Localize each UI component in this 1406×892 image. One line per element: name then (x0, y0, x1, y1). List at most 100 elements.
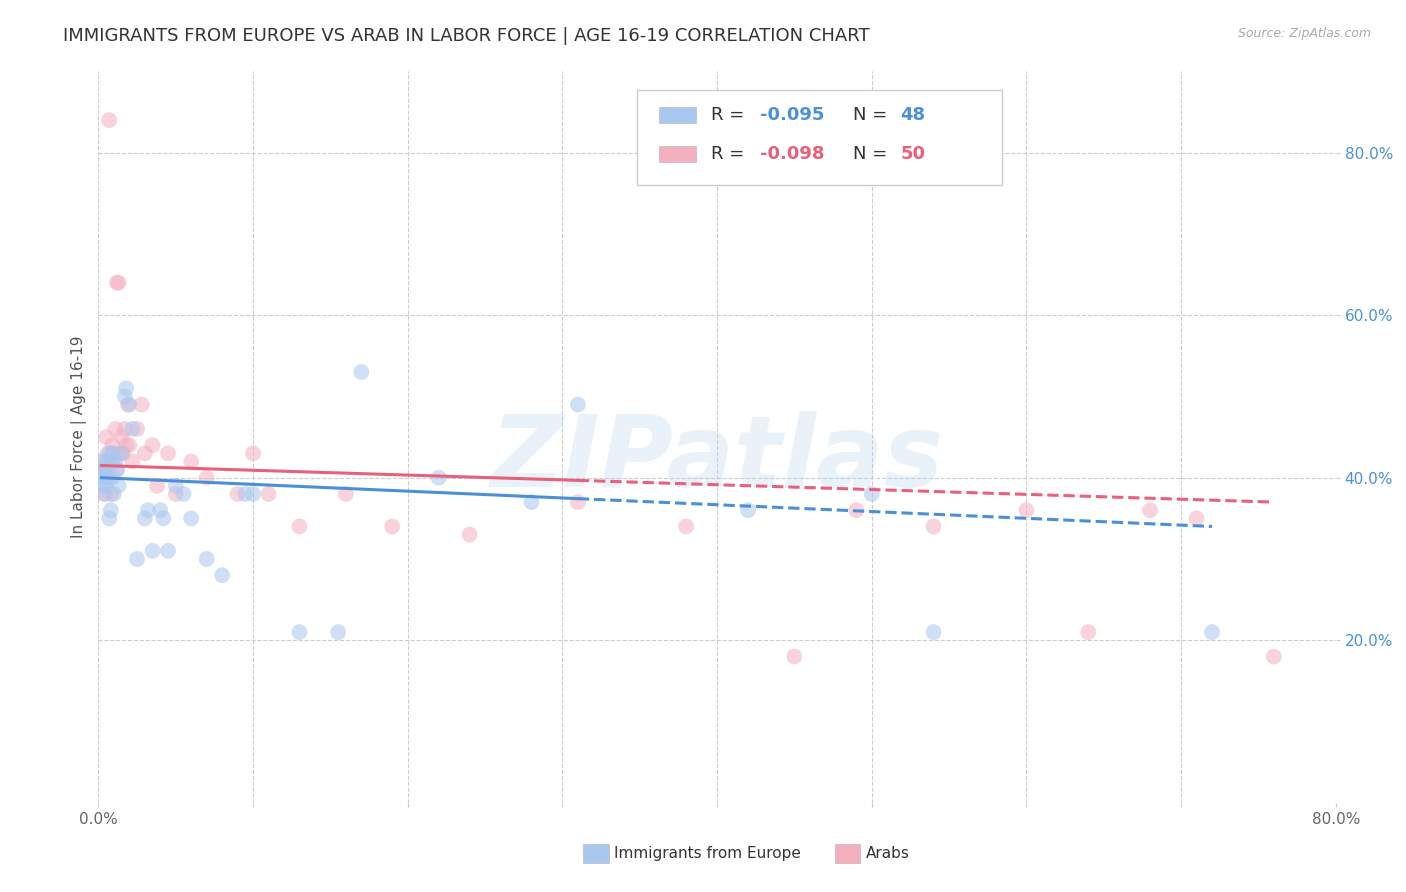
Point (288, 519, 311, 533)
Text: ZIPatlas: ZIPatlas (491, 410, 943, 508)
Text: Immigrants from Europe: Immigrants from Europe (614, 847, 801, 861)
Point (101, 454, 124, 468)
Point (226, 487, 249, 501)
Point (134, 511, 156, 525)
Point (103, 487, 125, 501)
Point (381, 519, 404, 533)
Point (922, 519, 945, 533)
Point (118, 398, 141, 412)
FancyBboxPatch shape (659, 107, 696, 123)
Point (922, 625, 945, 640)
Point (845, 503, 868, 517)
Point (96, 462, 118, 476)
Point (101, 471, 124, 485)
Point (114, 422, 136, 436)
Point (737, 503, 759, 517)
Point (180, 454, 202, 468)
Y-axis label: In Labor Force | Age 16-19: In Labor Force | Age 16-19 (72, 335, 87, 539)
Point (121, 422, 143, 436)
Point (127, 552, 149, 566)
Point (675, 519, 697, 533)
Point (149, 503, 172, 517)
Text: Arabs: Arabs (866, 847, 910, 861)
Point (98, 446, 121, 460)
Point (114, 389, 136, 403)
Point (567, 495, 589, 509)
Point (104, 422, 127, 436)
Point (107, 276, 129, 290)
Point (141, 544, 165, 558)
Point (1015, 503, 1038, 517)
Text: N =: N = (853, 106, 893, 124)
Point (90, 462, 112, 476)
FancyBboxPatch shape (659, 146, 696, 162)
Point (118, 438, 141, 452)
Point (101, 446, 124, 460)
Text: R =: R = (711, 145, 749, 163)
Point (131, 398, 153, 412)
Point (242, 487, 264, 501)
Point (97, 454, 120, 468)
Text: 50: 50 (900, 145, 925, 163)
Point (93, 487, 115, 501)
Point (1077, 625, 1099, 640)
Point (127, 422, 149, 436)
Point (172, 487, 194, 501)
Point (427, 471, 450, 485)
Point (134, 446, 156, 460)
Point (105, 276, 128, 290)
Point (98, 511, 121, 525)
Point (335, 487, 357, 501)
Point (458, 527, 481, 541)
Point (115, 438, 138, 452)
Text: 48: 48 (900, 106, 925, 124)
Point (115, 381, 138, 395)
Text: IMMIGRANTS FROM EUROPE VS ARAB IN LABOR FORCE | AGE 16-19 CORRELATION CHART: IMMIGRANTS FROM EUROPE VS ARAB IN LABOR … (63, 27, 870, 45)
Point (195, 471, 218, 485)
Point (98, 471, 121, 485)
Point (257, 487, 280, 501)
Point (91, 479, 114, 493)
Point (860, 487, 883, 501)
Point (141, 438, 165, 452)
Text: Source: ZipAtlas.com: Source: ZipAtlas.com (1237, 27, 1371, 40)
Point (103, 446, 125, 460)
Point (100, 454, 122, 468)
Point (105, 462, 128, 476)
Point (165, 487, 187, 501)
Point (111, 430, 132, 444)
Point (108, 446, 131, 460)
Point (100, 487, 122, 501)
Text: N =: N = (853, 145, 893, 163)
Point (90, 462, 112, 476)
Text: -0.095: -0.095 (761, 106, 825, 124)
Point (326, 625, 350, 640)
Point (97, 446, 120, 460)
Point (211, 568, 233, 582)
FancyBboxPatch shape (637, 90, 1001, 185)
Point (93, 487, 115, 501)
Point (350, 365, 373, 379)
Point (233, 487, 257, 501)
Point (152, 511, 174, 525)
Point (93, 471, 115, 485)
Point (157, 544, 180, 558)
Point (136, 503, 159, 517)
Point (242, 446, 264, 460)
Point (91, 454, 114, 468)
Point (107, 479, 129, 493)
Point (288, 625, 311, 640)
Text: R =: R = (711, 106, 749, 124)
Point (1263, 649, 1285, 664)
Point (180, 511, 202, 525)
Point (195, 552, 218, 566)
Point (520, 495, 543, 509)
Point (1185, 511, 1208, 525)
Point (91, 454, 114, 468)
Point (157, 446, 180, 460)
Point (117, 398, 139, 412)
Point (96, 479, 118, 493)
Point (112, 446, 135, 460)
Point (98, 113, 121, 128)
Point (104, 454, 127, 468)
